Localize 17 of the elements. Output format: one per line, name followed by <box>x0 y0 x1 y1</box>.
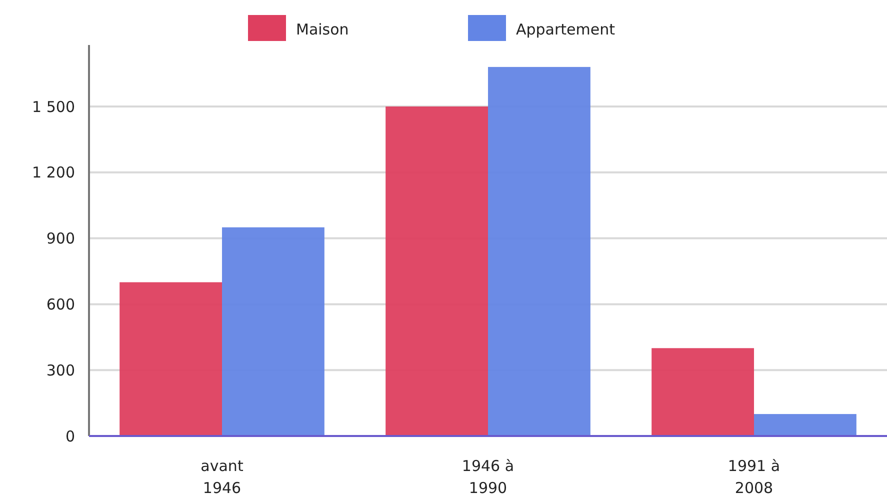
bar <box>120 282 222 436</box>
bar <box>386 106 488 436</box>
x-tick-label: 1946 à 1990 <box>462 457 514 497</box>
y-tick-label: 1 500 <box>32 98 75 116</box>
y-tick-label: 900 <box>46 230 75 248</box>
legend-label: Appartement <box>516 20 616 38</box>
bar <box>754 414 856 436</box>
y-tick-label: 1 200 <box>32 164 75 182</box>
y-tick-label: 600 <box>46 295 75 314</box>
legend-label: Maison <box>296 20 349 38</box>
x-tick-label: 1991 à 2008 <box>728 457 780 497</box>
y-tick-label: 300 <box>46 361 75 380</box>
x-tick-label: avant 1946 <box>200 457 244 497</box>
bar <box>488 66 590 436</box>
y-tick-label: 0 <box>65 427 75 446</box>
bar <box>652 348 754 436</box>
bar <box>222 227 324 436</box>
